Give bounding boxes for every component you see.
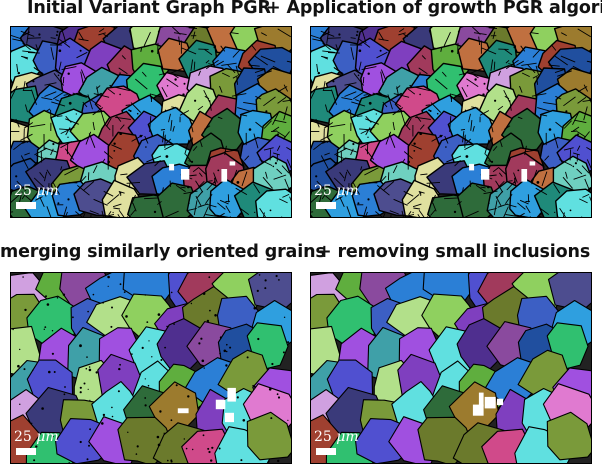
title-initial-variant-graph: Initial Variant Graph PGR: [27, 0, 271, 18]
grain-map-image: [11, 273, 291, 463]
grain-map-image: [311, 27, 591, 217]
scale-bar: 25 μm: [14, 183, 59, 214]
grain-map-growth: 25 μm: [310, 26, 592, 218]
scale-bar-line: [16, 202, 36, 209]
scale-bar-label: 25 μm: [314, 183, 359, 199]
title-removing-inclusions: + removing small inclusions: [317, 242, 591, 262]
scale-bar-label: 25 μm: [14, 183, 59, 199]
grain-map-image: [11, 27, 291, 217]
grain-map-initial: 25 μm: [10, 26, 292, 218]
scale-bar-line: [316, 202, 336, 209]
grain-map-cleaned: 25 μm: [310, 272, 592, 464]
title-growth-algorithm: + Application of growth PGR algorit: [266, 0, 602, 18]
scale-bar: 25 μm: [314, 429, 359, 460]
scale-bar-line: [16, 448, 36, 455]
scale-bar-label: 25 μm: [14, 429, 59, 445]
scale-bar-label: 25 μm: [314, 429, 359, 445]
grain-map-image: [311, 273, 591, 463]
scale-bar-line: [316, 448, 336, 455]
scale-bar: 25 μm: [14, 429, 59, 460]
grain-map-merged: 25 μm: [10, 272, 292, 464]
title-merging-grains: merging similarly oriented grains: [0, 242, 326, 262]
scale-bar: 25 μm: [314, 183, 359, 214]
